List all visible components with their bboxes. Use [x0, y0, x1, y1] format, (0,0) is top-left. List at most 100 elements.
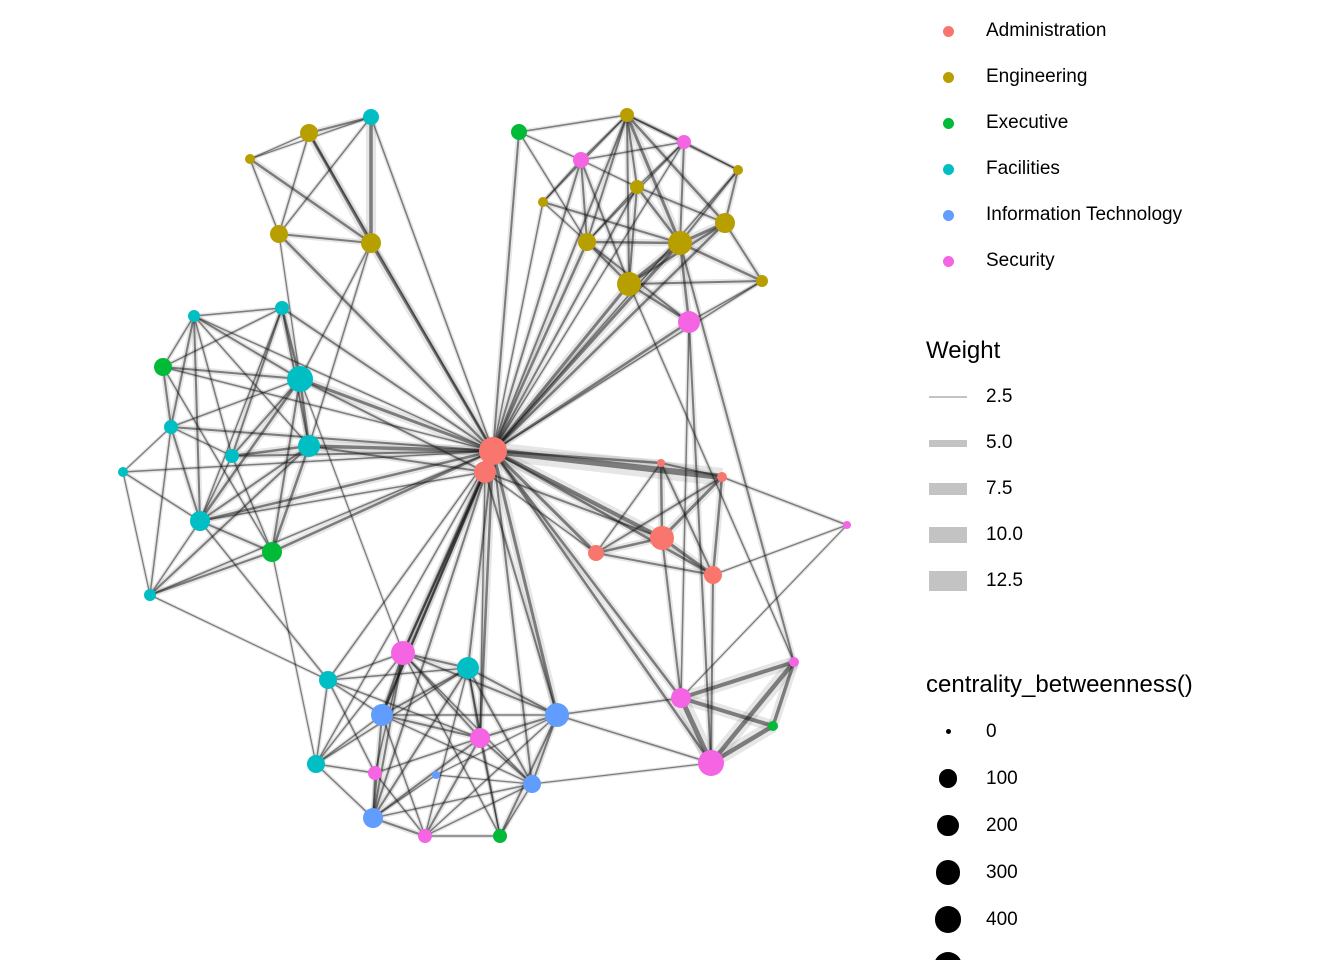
legend-key: [926, 117, 970, 129]
network-edge: [628, 186, 638, 285]
network-edge: [660, 475, 724, 540]
network-edge: [278, 233, 372, 244]
network-node-engineering: [756, 275, 768, 287]
network-edge: [580, 114, 628, 161]
network-edge: [491, 450, 713, 764]
size-legend: centrality_betweenness() 0 100 200 300 400: [926, 670, 1193, 960]
legend-item: Administration: [926, 8, 1182, 54]
network-edge: [683, 141, 739, 171]
network-edge: [595, 462, 662, 554]
weight-key-bar: [929, 527, 967, 543]
network-node-engineering: [245, 154, 255, 164]
network-edge: [308, 445, 486, 473]
size-legend-item: 100: [926, 755, 1193, 802]
network-edge: [315, 763, 376, 774]
network-edge: [170, 426, 494, 452]
network-node-security: [671, 688, 691, 708]
network-edge: [149, 450, 494, 596]
network-edge: [661, 537, 682, 699]
network-edge: [162, 366, 301, 380]
network-node-security: [677, 135, 691, 149]
network-node-engineering: [715, 213, 735, 233]
legend-key: [926, 25, 970, 37]
network-node-facilities: [225, 449, 239, 463]
legend-item: Security: [926, 238, 1182, 284]
network-node-facilities: [164, 420, 178, 434]
legend-item-label: Engineering: [986, 66, 1088, 87]
size-legend-title: centrality_betweenness(): [926, 671, 1193, 698]
size-item-label: 100: [986, 767, 1018, 789]
network-edge: [199, 471, 486, 522]
network-node-security: [678, 311, 700, 333]
network-edge: [170, 378, 301, 428]
network-edge: [278, 116, 372, 235]
weight-item-label: 10.0: [986, 524, 1023, 545]
network-node-administration: [650, 526, 674, 550]
network-node-facilities: [298, 435, 320, 457]
network-edge: [492, 449, 714, 577]
network-node-administration: [588, 545, 604, 561]
legend-key: [926, 255, 970, 267]
network-edge: [711, 476, 724, 576]
weight-item-label: 2.5: [986, 386, 1013, 407]
size-legend-item: 300: [926, 849, 1193, 896]
network-edge: [327, 450, 494, 681]
network-edge: [372, 774, 437, 819]
legend-swatch-dot: [942, 117, 954, 129]
weight-key: [926, 439, 970, 447]
network-edge: [492, 159, 582, 452]
network-edge: [556, 714, 712, 764]
network-node-engineering: [617, 272, 641, 296]
network-edge: [484, 471, 558, 716]
network-edge: [149, 445, 310, 596]
network-edge: [479, 737, 533, 785]
network-edge: [491, 283, 631, 452]
size-key: [926, 814, 970, 837]
size-key-circle: [933, 952, 963, 960]
weight-item-label: 12.5: [986, 570, 1023, 591]
network-node-information-technology: [363, 808, 383, 828]
network-edge: [492, 186, 638, 452]
size-key: [926, 860, 970, 885]
network-edge: [424, 714, 558, 837]
network-node-executive: [768, 721, 778, 731]
network-edge: [315, 652, 404, 765]
weight-legend-items: 2.5 5.0 7.5 10.0 12.5: [926, 374, 1023, 604]
network-edge: [372, 737, 481, 819]
weight-legend: Weight 2.5 5.0 7.5 10.0 12.5: [926, 336, 1023, 604]
network-edge: [479, 737, 501, 837]
network-node-facilities: [287, 366, 313, 392]
network-edge: [162, 366, 172, 428]
network-edge: [542, 159, 582, 203]
network-node-engineering: [538, 197, 548, 207]
network-edge: [492, 450, 682, 699]
network-node-facilities: [118, 467, 128, 477]
network-edge: [315, 763, 374, 819]
size-key-circle: [937, 814, 959, 837]
network-edge: [771, 661, 796, 727]
network-edge: [193, 315, 233, 457]
network-node-engineering: [578, 233, 596, 251]
legend-swatch-dot: [942, 163, 954, 175]
network-edge: [709, 660, 796, 765]
weight-legend-item: 12.5: [926, 558, 1023, 604]
network-edge: [149, 551, 273, 596]
network-node-facilities: [319, 671, 337, 689]
network-edge: [492, 201, 544, 452]
network-edge: [491, 450, 559, 716]
weight-key: [926, 570, 970, 592]
network-edge: [467, 667, 533, 785]
network-edge: [381, 667, 469, 716]
network-edge: [193, 315, 310, 447]
legend-item: Facilities: [926, 146, 1182, 192]
network-edge: [193, 315, 494, 452]
network-edge: [372, 667, 469, 819]
network-edge: [315, 450, 494, 765]
network-edge: [424, 737, 481, 837]
network-node-security: [470, 728, 490, 748]
legend-item-label: Executive: [986, 112, 1069, 133]
network-edge: [249, 157, 372, 245]
network-edge: [491, 241, 589, 452]
network-edge: [231, 378, 301, 457]
weight-key-bar: [929, 439, 967, 447]
